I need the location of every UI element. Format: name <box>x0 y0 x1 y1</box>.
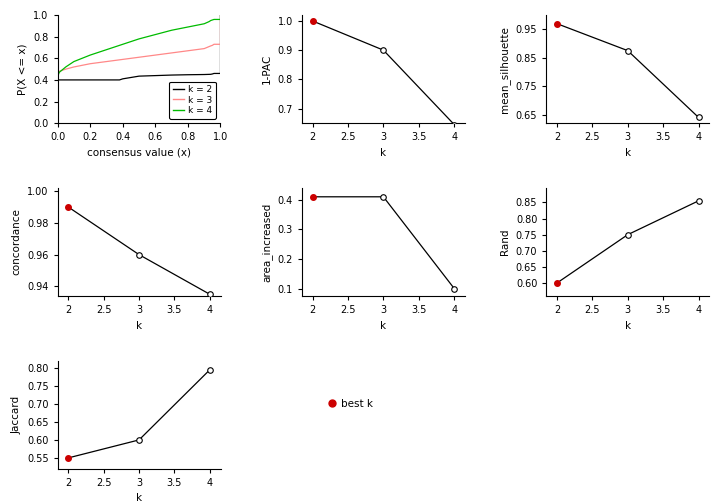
X-axis label: k: k <box>136 493 142 503</box>
X-axis label: consensus value (x): consensus value (x) <box>87 148 191 158</box>
X-axis label: k: k <box>625 148 631 158</box>
X-axis label: k: k <box>136 321 142 331</box>
Y-axis label: 1-PAC: 1-PAC <box>262 54 272 84</box>
X-axis label: k: k <box>380 321 387 331</box>
Y-axis label: mean_silhouette: mean_silhouette <box>499 26 510 112</box>
Y-axis label: P(X <= x): P(X <= x) <box>18 43 27 95</box>
Legend: best k: best k <box>323 395 377 413</box>
X-axis label: k: k <box>380 148 387 158</box>
Y-axis label: area_increased: area_increased <box>261 202 272 282</box>
Y-axis label: concordance: concordance <box>12 209 22 275</box>
X-axis label: k: k <box>625 321 631 331</box>
Y-axis label: Rand: Rand <box>500 229 510 255</box>
Y-axis label: Jaccard: Jaccard <box>12 396 22 434</box>
Legend: k = 2, k = 3, k = 4: k = 2, k = 3, k = 4 <box>169 82 216 118</box>
